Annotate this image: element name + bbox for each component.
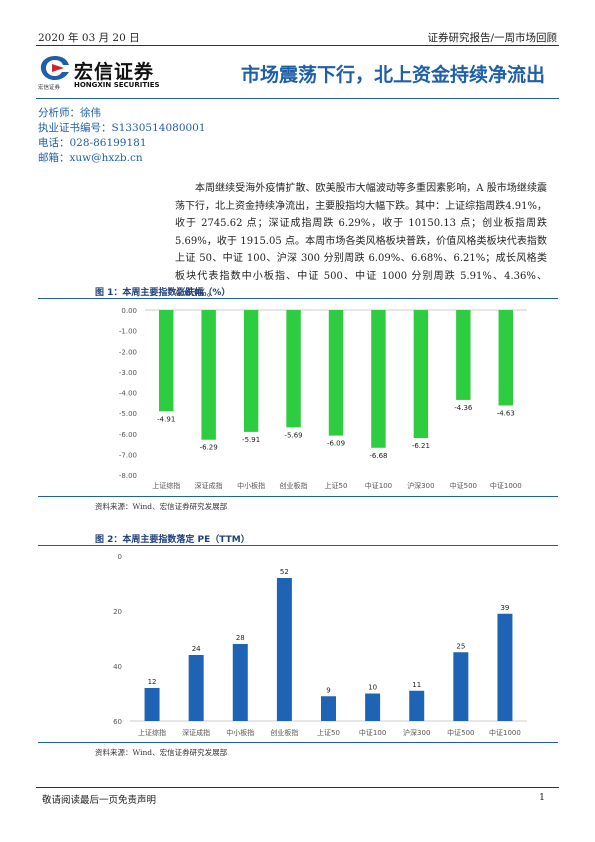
bar (232, 644, 248, 721)
summary-paragraph: 本周继续受海外疫情扩散、欧美股市大幅波动等多重因素影响，A 股市场继续震荡下行，… (175, 183, 547, 299)
data-label: -5.69 (284, 431, 302, 439)
bar (188, 655, 204, 721)
header-divider (36, 45, 559, 46)
bar (456, 310, 471, 400)
y-tick-label: -4.00 (119, 390, 137, 398)
y-tick-label: -3.00 (119, 369, 137, 377)
figure2-title: 图 2：本周主要指数落定 PE（TTM） (95, 535, 250, 545)
x-tick-label: 上证综指 (152, 481, 180, 490)
x-tick-label: 中证100 (359, 728, 386, 737)
bar (159, 310, 174, 412)
bar (371, 310, 386, 448)
x-tick-label: 中证1000 (490, 481, 522, 490)
figure1-source: 资料来源：Wind、宏信证券研究发展部 (95, 502, 228, 511)
y-tick-label: 20 (113, 608, 122, 616)
y-tick-label: 40 (113, 663, 122, 671)
bar (453, 652, 469, 721)
data-label: -6.29 (200, 444, 218, 452)
data-label: 28 (236, 634, 245, 642)
x-tick-label: 中证100 (365, 481, 392, 490)
x-tick-label: 沪深300 (407, 481, 434, 490)
bar (286, 310, 301, 428)
bar (498, 310, 513, 406)
x-tick-label: 中证500 (450, 481, 477, 490)
analyst-info: 分析师：徐伟 执业证书编号：S1330514080001 电话：028-8619… (38, 106, 206, 166)
figure1-title: 图 1：本周主要指数涨跌幅（%） (95, 288, 231, 298)
data-label: 12 (148, 678, 157, 686)
data-label: -6.21 (412, 442, 430, 450)
logo-name-cn-small: 宏信证券 (38, 85, 61, 91)
figure2-bottom-rule (38, 742, 558, 743)
bar (276, 578, 292, 721)
bar (144, 688, 160, 721)
y-tick-label: -2.00 (119, 348, 137, 356)
footer-disclaimer[interactable]: 敬请阅读最后一页免责声明 (42, 795, 157, 806)
figure2-top-rule (38, 545, 558, 546)
data-label: -4.91 (157, 415, 175, 423)
x-tick-label: 中证1000 (489, 728, 521, 737)
x-tick-label: 深证成指 (195, 481, 223, 490)
company-logo: 宏信证券 宏信证券 HONGXIN SECURITIES (38, 54, 163, 94)
y-tick-label: 60 (113, 718, 122, 726)
data-label: 9 (326, 686, 330, 694)
figure1-bottom-rule (38, 496, 558, 497)
bar (201, 310, 216, 440)
x-tick-label: 上证综指 (138, 728, 166, 737)
figure2-source: 资料来源：Wind、宏信证券研究发展部 (95, 748, 228, 757)
analyst-name: 分析师：徐伟 (38, 107, 101, 119)
data-label: 52 (280, 568, 289, 576)
x-tick-label: 沪深300 (403, 728, 430, 737)
y-tick-label: -1.00 (119, 328, 137, 336)
data-label: -6.68 (369, 452, 387, 460)
data-label: 11 (412, 681, 421, 689)
y-tick-label: -8.00 (119, 472, 137, 480)
data-label: 25 (456, 642, 465, 650)
analyst-phone: 电话：028-86199181 (38, 137, 147, 149)
bar (243, 310, 259, 432)
data-label: 24 (192, 645, 201, 653)
index-pe-chart: 0 20 40 60 12 上证综指 24 深证成指 28 中小板指 52 创业板指 9 上证50 10 中证… (113, 553, 527, 737)
x-tick-label: 中证500 (447, 728, 474, 737)
bar (409, 690, 425, 721)
data-label: -4.36 (454, 404, 473, 412)
bar (365, 693, 381, 721)
x-tick-label: 上证50 (325, 481, 348, 490)
data-label: 39 (500, 604, 509, 612)
data-label: -4.63 (497, 409, 515, 417)
y-tick-label: -5.00 (119, 410, 137, 418)
data-label: -5.91 (242, 436, 260, 444)
logo-mark-icon (40, 56, 69, 80)
title-divider (36, 98, 559, 99)
figure1-top-rule (38, 298, 558, 299)
bar (321, 696, 336, 721)
x-tick-label: 深证成指 (182, 728, 210, 737)
bar (328, 310, 344, 436)
x-tick-label: 创业板指 (270, 728, 298, 737)
x-tick-label: 中小板指 (237, 481, 265, 490)
page-number: 1 (538, 792, 545, 803)
y-tick-label: -7.00 (119, 451, 137, 459)
x-tick-label: 上证50 (317, 728, 340, 737)
analyst-license: 执业证书编号：S1330514080001 (38, 122, 206, 134)
data-label: 10 (368, 684, 377, 692)
logo-name-cn: 宏信证券 (74, 61, 155, 83)
report-type: 证券研究报告/一周市场回顾 (427, 32, 557, 44)
analyst-email[interactable]: 邮箱：xuw@hxzb.cn (38, 152, 143, 164)
index-change-chart: 0.00 -1.00 -2.00 -3.00 -4.00 -5.00 -6.00 -7.00 -… (119, 307, 527, 490)
y-tick-label: 0 (118, 553, 122, 561)
bar (413, 310, 429, 439)
y-tick-label: 0.00 (121, 307, 137, 315)
bar (497, 613, 513, 721)
y-tick-label: -6.00 (119, 431, 137, 439)
x-tick-label: 创业板指 (280, 481, 308, 490)
report-title: 市场震荡下行，北上资金持续净流出 (240, 64, 545, 86)
logo-name-en: HONGXIN SECURITIES (74, 81, 160, 89)
x-tick-label: 中小板指 (226, 728, 254, 737)
data-label: -6.09 (327, 440, 345, 448)
report-date: 2020 年 03 月 20 日 (38, 32, 140, 44)
footer-divider (36, 787, 559, 788)
